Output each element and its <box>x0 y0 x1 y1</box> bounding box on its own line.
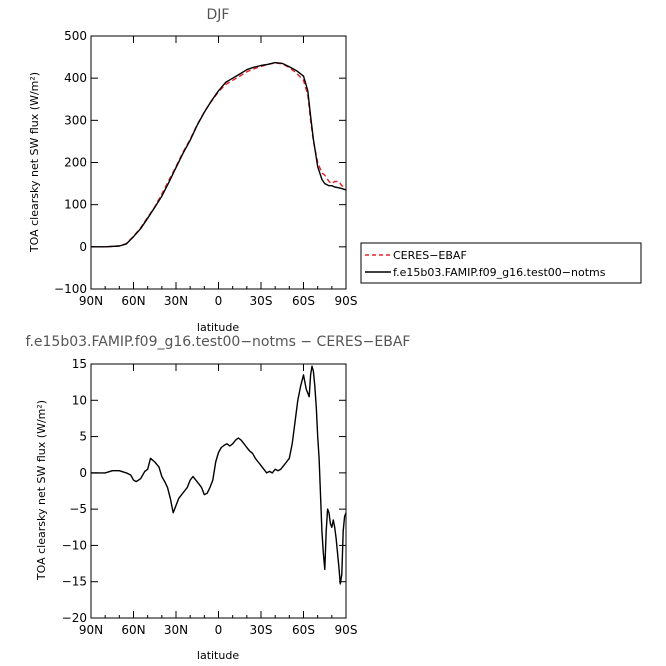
bottom-xtick-label: 60S <box>292 623 315 637</box>
bottom-panel: f.e15b03.FAMIP.f09_g16.test00−notms − CE… <box>26 334 411 662</box>
top-ytick-label: 200 <box>64 156 87 170</box>
top-xtick-label: 0 <box>215 294 223 308</box>
top-ytick-label: 100 <box>64 198 87 212</box>
bottom-xtick-label: 30S <box>250 623 273 637</box>
top-xtick-label: 60S <box>292 294 315 308</box>
bottom-xtick-label: 30N <box>164 623 188 637</box>
top-y-axis-label: TOA clearsky net SW flux (W/m²) <box>28 72 41 253</box>
bottom-lines <box>91 365 347 585</box>
bottom-ytick-label: 0 <box>79 466 87 480</box>
bottom-xtick-label: 90N <box>79 623 103 637</box>
legend: CERES−EBAF f.e15b03.FAMIP.f09_g16.test00… <box>360 242 642 284</box>
bottom-x-axis-label: latitude <box>197 649 239 662</box>
top-xtick-label: 60N <box>121 294 145 308</box>
top-xtick-label: 30S <box>250 294 273 308</box>
top-panel: DJF TOA clearsky net SW flux (W/m²) lati… <box>28 7 357 334</box>
bottom-ytick-label: −20 <box>62 611 87 625</box>
bottom-ytick-label: 10 <box>72 393 87 407</box>
bottom-y-axis-label: TOA clearsky net SW flux (W/m²) <box>35 400 48 581</box>
bottom-series-line-0 <box>91 365 347 585</box>
top-title: DJF <box>207 7 230 23</box>
legend-label-ceres: CERES−EBAF <box>393 249 467 262</box>
top-lines <box>91 61 347 248</box>
top-series-line-1 <box>91 61 347 248</box>
top-xtick-label: 90S <box>335 294 358 308</box>
bottom-xtick-label: 90S <box>335 623 358 637</box>
bottom-ytick-label: 5 <box>79 430 87 444</box>
top-ytick-label: 300 <box>64 113 87 127</box>
top-xtick-label: 30N <box>164 294 188 308</box>
top-ytick-label: −100 <box>54 282 87 296</box>
top-plot-frame <box>90 35 347 290</box>
top-ytick-label: 400 <box>64 71 87 85</box>
top-ytick-label: 0 <box>79 240 87 254</box>
bottom-plot-frame <box>90 363 347 619</box>
bottom-ytick-label: −15 <box>62 575 87 589</box>
bottom-ytick-label: −5 <box>69 502 87 516</box>
bottom-xtick-label: 60N <box>121 623 145 637</box>
legend-label-model: f.e15b03.FAMIP.f09_g16.test00−notms <box>393 266 606 279</box>
top-xtick-label: 90N <box>79 294 103 308</box>
bottom-xtick-label: 0 <box>215 623 223 637</box>
bottom-title: f.e15b03.FAMIP.f09_g16.test00−notms − CE… <box>26 334 411 350</box>
top-ytick-label: 500 <box>64 29 87 43</box>
bottom-ytick-label: 15 <box>72 357 87 371</box>
legend-box <box>360 242 642 284</box>
top-series-line-0 <box>91 62 347 248</box>
bottom-ytick-label: −10 <box>62 538 87 552</box>
top-x-axis-label: latitude <box>197 321 239 334</box>
